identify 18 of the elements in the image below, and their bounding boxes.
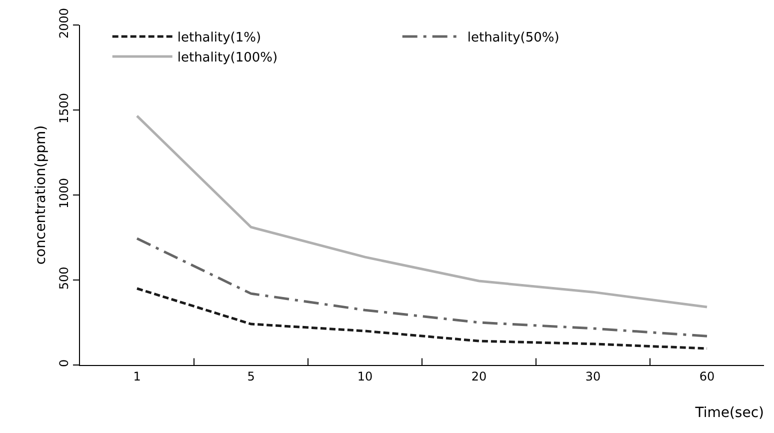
x-tick-label: 20 [471,369,487,384]
y-tick-label: 1000 [57,178,72,208]
y-axis-title: concentration(ppm) [32,125,49,265]
y-tick-label: 1500 [57,92,72,124]
legend-label: lethality(100%) [177,50,278,66]
y-tick-label: 2000 [57,8,72,38]
x-tick-label: 5 [247,369,255,384]
x-tick-label: 10 [357,369,373,384]
legend-label: lethality(50%) [467,30,560,46]
x-tick-label: 60 [699,369,715,384]
x-tick-label: 1 [133,369,141,384]
x-axis-title: Time(sec) [694,405,764,421]
line-series [136,237,708,338]
legend-label: lethality(1%) [177,30,262,46]
y-tick-label: 0 [57,359,72,368]
line-series [136,114,708,308]
x-tick-label: 30 [585,369,601,384]
y-tick-label: 500 [57,266,72,290]
